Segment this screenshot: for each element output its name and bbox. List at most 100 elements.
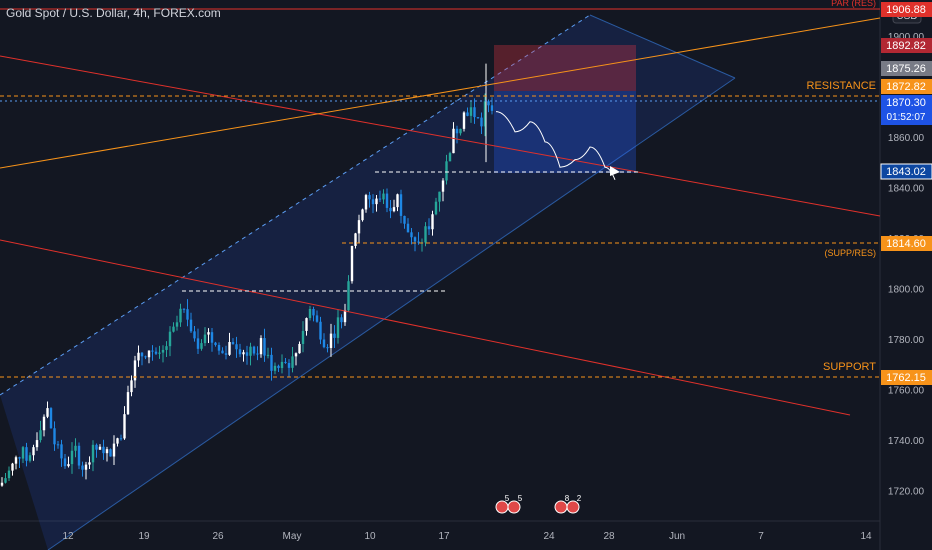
candle-body [417,241,420,243]
candle-body [161,349,165,353]
event-count: 5 [505,494,510,503]
candle-body [165,346,168,350]
candle-body [413,237,417,242]
candle-body [102,446,105,454]
candle-body [343,310,347,323]
candle-body [375,198,378,205]
candle-body [217,344,221,351]
candle-body [67,464,70,467]
candle-body [4,478,7,483]
supp-res-label: (SUPP/RES) [824,248,876,258]
candle-body [403,215,406,224]
candle-body [112,443,116,457]
candle-body [452,128,455,154]
candle-body [483,101,487,127]
candle-body [259,338,263,355]
candle-body [382,193,385,200]
candle-body [35,440,39,448]
high-badge: 1875.26 [886,63,926,75]
candle-body [266,354,270,356]
candle-body [245,352,249,356]
support-label: SUPPORT [823,361,876,373]
candle-body [7,470,11,479]
price-tick-label: 1780.00 [888,335,925,346]
candle-body [158,352,161,354]
candle-body [235,344,238,350]
candle-body [105,449,109,454]
par-res-label: PAR (RES) [831,0,876,8]
candle-body [364,195,368,210]
candle-body [389,207,392,212]
candle-body [291,356,294,368]
price-tick-label: 1740.00 [888,436,925,447]
candle-body [280,361,284,369]
candle-body [326,347,329,349]
time-tick-label: Jun [669,531,685,542]
price-level-badges: 1906.88 1892.82 1875.26 1872.82 1870.30 … [880,2,932,385]
price-tick-label: 1860.00 [888,133,925,144]
candle-body [399,194,403,216]
candle-body [147,350,151,358]
candle-body [42,416,46,431]
candle-body [210,332,214,343]
candle-body [371,199,375,205]
candle-body [0,482,4,486]
price-tick-label: 1760.00 [888,386,925,397]
candle-body [214,342,217,345]
target-badge-box [880,163,932,180]
stop-badge-box [881,38,932,53]
candle-body [392,207,396,212]
price-tick-label: 1840.00 [888,183,925,194]
candle-body [154,351,158,354]
time-tick-label: 10 [364,531,376,542]
candle-body [179,308,182,323]
candle-body [189,319,193,332]
stop-badge: 1892.82 [886,40,926,52]
candle-body [140,352,144,357]
candle-body [350,245,354,282]
candle-body [88,462,91,465]
us-flag-icon[interactable] [566,500,580,514]
plot-background [0,0,880,521]
channel-right-edge [589,14,736,79]
candle-body [301,330,305,344]
candle-body [256,353,259,355]
candle-body [490,105,494,111]
candle-body [182,308,186,310]
candle-body [336,317,340,338]
price-tick-label: 1900.00 [888,32,925,43]
candle-body [385,193,389,208]
candle-body [186,309,189,320]
candle-body [81,465,84,470]
candle-body [60,444,63,459]
price-tick-label: 1720.00 [888,487,925,498]
event-count: 5 [518,494,523,503]
candle-body [249,346,252,356]
economic-events[interactable]: 5 5 8 2 [495,494,582,514]
resistance-label: RESISTANCE [807,80,876,92]
candle-body [18,457,21,459]
candle-body [466,112,469,116]
resistance-badge: 1872.82 [886,81,926,93]
candle-body [193,331,196,339]
candle-body [431,214,434,230]
candle-body [480,117,483,127]
candle-body [455,128,459,134]
candle-body [361,209,364,221]
candle-body [434,201,438,215]
channel-lower-boundary [47,77,736,550]
time-tick-label: 14 [860,531,872,542]
candle-body [312,308,315,316]
candle-body [130,380,133,393]
candle-body [445,161,448,181]
projection-arrowhead [610,166,620,176]
supp-res-badge-box [881,236,932,251]
candle-body [46,408,49,417]
candle-body [91,444,95,463]
us-flag-icon[interactable] [507,500,521,514]
trendline-orange [0,17,881,169]
candle-body [298,343,301,354]
candle-body [109,449,112,457]
